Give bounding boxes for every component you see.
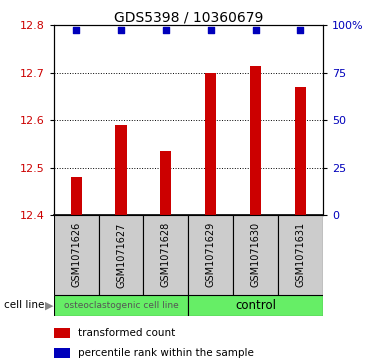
Text: percentile rank within the sample: percentile rank within the sample [78,348,254,358]
Bar [54,328,70,338]
Text: cell line: cell line [4,300,44,310]
Text: GSM1071626: GSM1071626 [71,222,81,287]
Point [118,27,124,33]
Bar [205,73,216,215]
Text: osteoclastogenic cell line: osteoclastogenic cell line [64,301,178,310]
Bar [99,215,144,295]
Point [208,27,214,33]
Bar [54,295,188,316]
Bar [278,215,323,295]
Point [73,27,79,33]
Point [163,27,169,33]
Bar [188,295,323,316]
Bar [54,215,99,295]
Bar [70,177,82,215]
Bar [250,66,261,215]
Point [253,27,259,33]
Text: GSM1071631: GSM1071631 [295,222,305,287]
Text: ▶: ▶ [45,300,53,310]
Bar [188,215,233,295]
Bar [54,348,70,358]
Bar [115,125,127,215]
Point [298,27,303,33]
Text: transformed count: transformed count [78,328,175,338]
Text: GSM1071628: GSM1071628 [161,222,171,287]
Text: GSM1071630: GSM1071630 [250,222,260,287]
Text: GSM1071627: GSM1071627 [116,222,126,287]
Bar [233,215,278,295]
Bar [295,87,306,215]
Text: control: control [235,299,276,312]
Text: GSM1071629: GSM1071629 [206,222,216,287]
Bar [144,215,188,295]
Title: GDS5398 / 10360679: GDS5398 / 10360679 [114,10,263,24]
Bar [160,151,171,215]
